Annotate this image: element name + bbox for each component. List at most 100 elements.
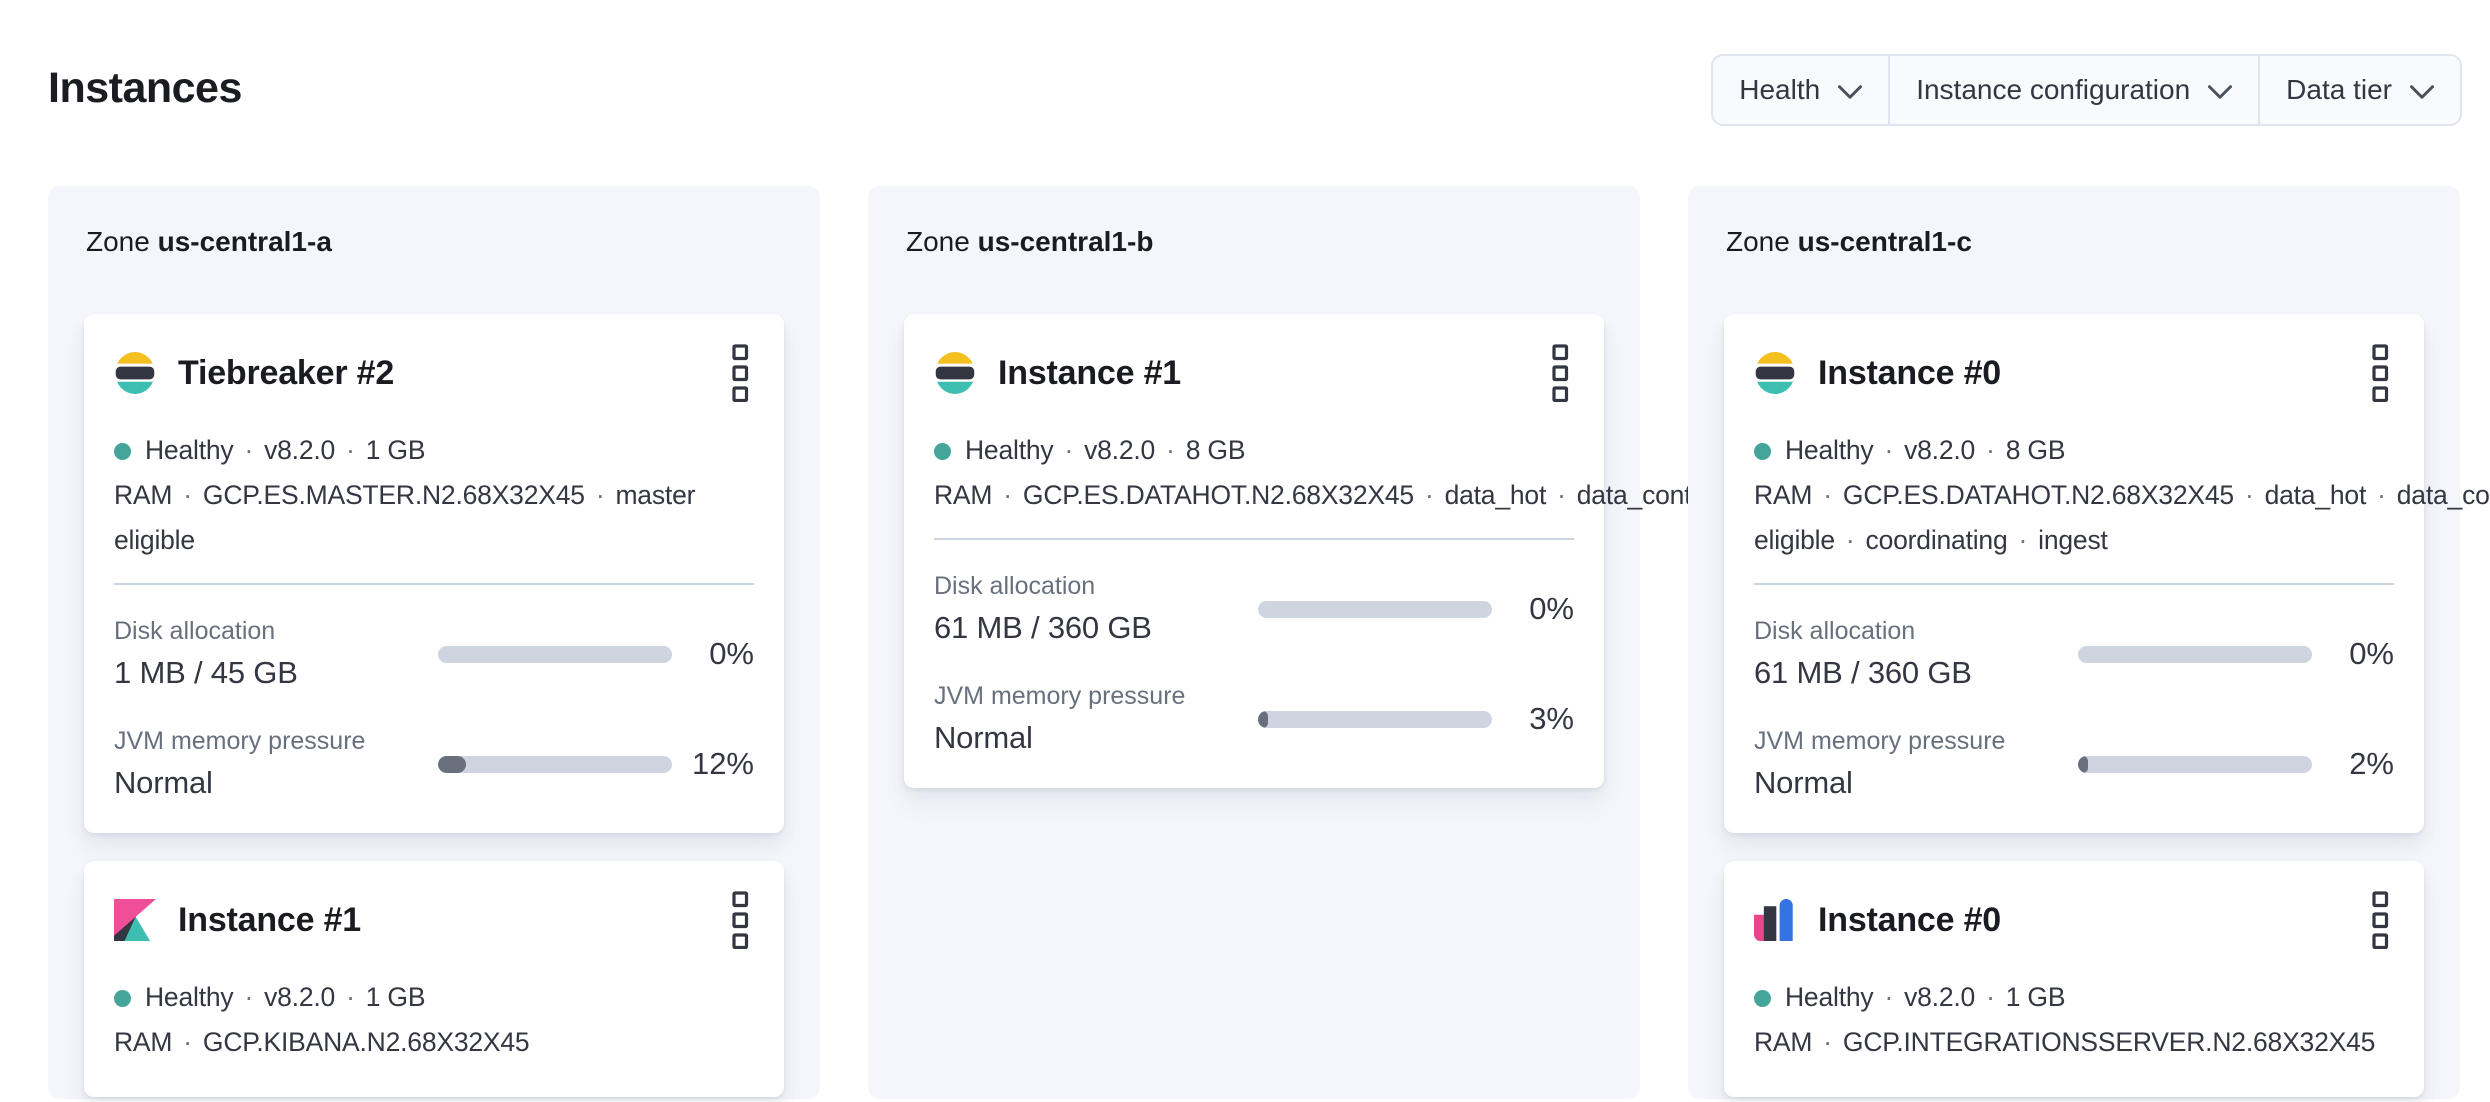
zone-label: Zone us-central1-c bbox=[1726, 226, 2424, 258]
progress-bar bbox=[2078, 645, 2312, 663]
filter-button-instance-configuration[interactable]: Instance configuration bbox=[1888, 56, 2258, 124]
meta-segment: data_content bbox=[2396, 480, 2490, 510]
metric-value: 1 MB / 45 GB bbox=[114, 655, 298, 690]
filter-button-label: Data tier bbox=[2286, 74, 2392, 105]
health-status-dot-icon bbox=[114, 443, 131, 460]
metric-label: JVM memory pressure bbox=[934, 682, 1186, 710]
meta-separator: · bbox=[346, 982, 355, 1012]
instance-card: Instance #0 Healthy · v8.2.0 · 1 GB RAM · GCP.… bbox=[1724, 861, 2424, 1097]
metric-value: Normal bbox=[114, 765, 213, 800]
zone-panel-us-central1-c: Zone us-central1-c Instance #0 Healthy · v… bbox=[1688, 186, 2490, 1099]
instance-meta: Healthy · v8.2.0 · 1 GB RAM · GCP.ES.MASTER.N2… bbox=[114, 428, 754, 563]
progress-bar bbox=[438, 645, 672, 663]
meta-segment: v8.2.0 bbox=[264, 982, 336, 1012]
elasticsearch-logo-icon bbox=[114, 350, 156, 396]
instance-card: Instance #0 Healthy · v8.2.0 · 8 GB RAM · GCP.… bbox=[1724, 314, 2490, 833]
meta-segment: Healthy bbox=[1785, 435, 1874, 465]
instance-actions-menu-button[interactable] bbox=[2366, 889, 2394, 951]
filter-button-label: Health bbox=[1739, 74, 1821, 105]
zone-label-prefix: Zone bbox=[86, 226, 150, 257]
instance-title: Tiebreaker #2 bbox=[178, 353, 395, 392]
metric-row: Disk allocation 61 MB / 360 GB 0% bbox=[1754, 617, 2394, 691]
zone-cards: Instance #0 Healthy · v8.2.0 · 8 GB RAM · GCP.… bbox=[1724, 314, 2490, 1097]
health-status-dot-icon bbox=[1754, 990, 1771, 1007]
meta-segment: 1 GB RAM bbox=[114, 435, 426, 510]
meta-separator: · bbox=[183, 1027, 192, 1057]
metric-row: JVM memory pressure Normal 12% bbox=[114, 727, 754, 801]
meta-separator: · bbox=[244, 982, 254, 1012]
meta-separator: · bbox=[1986, 435, 1995, 465]
metric-value: 61 MB / 360 GB bbox=[934, 610, 1152, 645]
meta-segment: Healthy bbox=[965, 435, 1054, 465]
instance-title: Instance #0 bbox=[1818, 353, 2002, 392]
meta-segment: 1 GB RAM bbox=[114, 982, 426, 1057]
meta-separator: · bbox=[1823, 480, 1832, 510]
metric-row: Disk allocation 61 MB / 360 GB 0% bbox=[934, 572, 1574, 646]
instance-actions-menu-button[interactable] bbox=[1546, 342, 1574, 404]
meta-segment: GCP.ES.MASTER.N2.68X32X45 bbox=[202, 480, 585, 510]
zone-panel-us-central1-b: Zone us-central1-b Instance #1 Healthy · v… bbox=[868, 186, 2117, 1099]
progress-bar-fill bbox=[1258, 710, 1268, 728]
card-divider bbox=[934, 538, 1574, 540]
metric-row: Disk allocation 1 MB / 45 GB 0% bbox=[114, 617, 754, 691]
boxes-vertical-icon bbox=[2372, 891, 2389, 949]
chevron-down-icon bbox=[2208, 84, 2233, 99]
zone-label-prefix: Zone bbox=[906, 226, 970, 257]
meta-segment: GCP.ES.DATAHOT.N2.68X32X45 bbox=[1022, 480, 1414, 510]
zone-label-prefix: Zone bbox=[1726, 226, 1790, 257]
meta-segment: Healthy bbox=[145, 982, 234, 1012]
health-status-dot-icon bbox=[114, 990, 131, 1007]
page-header: Instances Health Instance configuration … bbox=[0, 0, 2490, 126]
health-status-dot-icon bbox=[934, 443, 951, 460]
meta-segment: v8.2.0 bbox=[1904, 982, 1976, 1012]
meta-separator: · bbox=[183, 480, 192, 510]
metric-text: JVM memory pressure Normal bbox=[1754, 727, 2078, 801]
instance-title: Instance #1 bbox=[178, 900, 362, 939]
meta-separator: · bbox=[1003, 480, 1012, 510]
metric-text: Disk allocation 61 MB / 360 GB bbox=[934, 572, 1258, 646]
metric-percent: 0% bbox=[1529, 591, 1574, 626]
meta-segment: master eligible bbox=[1754, 525, 1835, 555]
progress-bar bbox=[1258, 600, 1492, 618]
instance-meta: Healthy · v8.2.0 · 1 GB RAM · GCP.KIBANA.N2.68… bbox=[114, 975, 754, 1065]
boxes-vertical-icon bbox=[1552, 344, 1569, 402]
meta-separator: · bbox=[346, 435, 355, 465]
meta-segment: Healthy bbox=[1785, 982, 1874, 1012]
meta-segment: v8.2.0 bbox=[1084, 435, 1156, 465]
zone-name: us-central1-c bbox=[1797, 226, 1972, 257]
filter-button-label: Instance configuration bbox=[1916, 74, 2191, 105]
instance-card-header: Instance #1 bbox=[114, 889, 754, 951]
zone-name: us-central1-a bbox=[157, 226, 332, 257]
page-title: Instances bbox=[48, 64, 242, 112]
metric-row: JVM memory pressure Normal 2% bbox=[1754, 727, 2394, 801]
kibana-logo-icon bbox=[114, 897, 156, 943]
progress-bar bbox=[2078, 755, 2312, 773]
zone-label: Zone us-central1-a bbox=[86, 226, 784, 258]
meta-separator: · bbox=[2244, 480, 2254, 510]
meta-segment: v8.2.0 bbox=[1904, 435, 1976, 465]
meta-separator: · bbox=[244, 435, 254, 465]
meta-segment: data_hot bbox=[2264, 480, 2367, 510]
metric-percent: 3% bbox=[1529, 701, 1574, 736]
instance-metrics: Disk allocation 61 MB / 360 GB 0% JVM me… bbox=[1754, 617, 2394, 801]
card-divider bbox=[114, 583, 754, 585]
instance-actions-menu-button[interactable] bbox=[726, 889, 754, 951]
filter-button-data-tier[interactable]: Data tier bbox=[2258, 56, 2460, 124]
boxes-vertical-icon bbox=[732, 344, 749, 402]
filter-group: Health Instance configuration Data tier bbox=[1711, 54, 2462, 126]
metric-text: JVM memory pressure Normal bbox=[114, 727, 438, 801]
metric-label: JVM memory pressure bbox=[1754, 727, 2006, 755]
filter-button-health[interactable]: Health bbox=[1713, 56, 1888, 124]
integrations-server-logo-icon bbox=[1754, 897, 1796, 943]
instance-card: Instance #1 Healthy · v8.2.0 · 1 GB RAM · GCP.… bbox=[84, 861, 784, 1097]
meta-separator: · bbox=[1557, 480, 1566, 510]
metric-percent: 12% bbox=[691, 746, 754, 781]
meta-segment: Healthy bbox=[145, 435, 234, 465]
meta-segment: data_hot bbox=[1444, 480, 1547, 510]
metric-text: JVM memory pressure Normal bbox=[934, 682, 1258, 756]
card-divider bbox=[1754, 583, 2394, 585]
instance-actions-menu-button[interactable] bbox=[2366, 342, 2394, 404]
instance-actions-menu-button[interactable] bbox=[726, 342, 754, 404]
progress-bar bbox=[438, 755, 672, 773]
instance-card-header: Instance #0 bbox=[1754, 342, 2394, 404]
